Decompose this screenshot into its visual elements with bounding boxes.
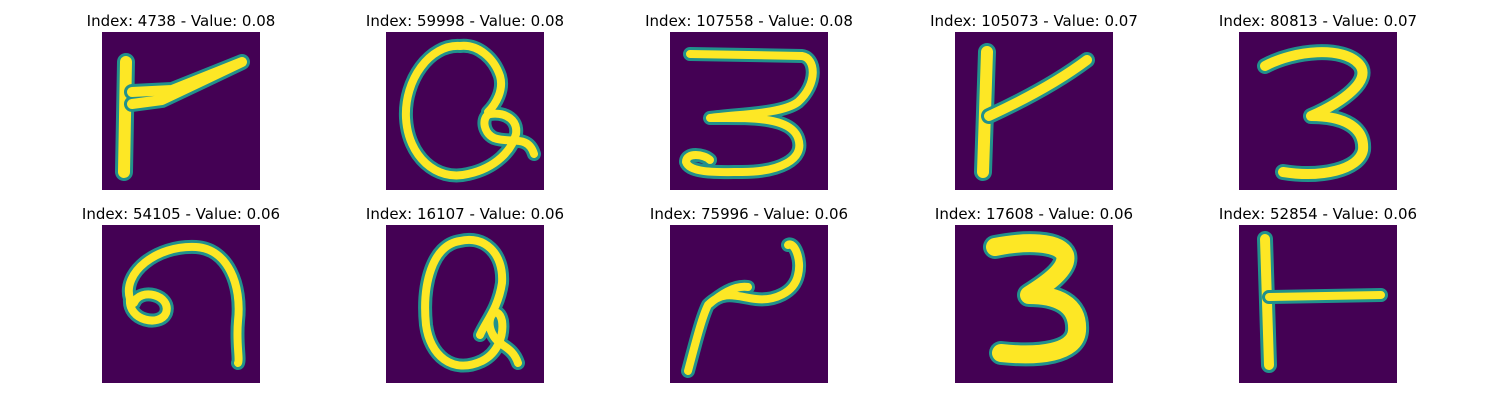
- panel-title: Index: 54105 - Value: 0.06: [81, 205, 281, 223]
- digit-image: [102, 225, 260, 383]
- digit-image: [1239, 225, 1397, 383]
- digit-image: [955, 32, 1113, 190]
- panel-title: Index: 52854 - Value: 0.06: [1218, 205, 1418, 223]
- glyph-tilde: [681, 237, 806, 378]
- glyph-hook: [121, 239, 246, 370]
- digit-image: [386, 225, 544, 383]
- panel-8: Index: 75996 - Value: 0.06: [619, 204, 879, 394]
- glyph-t-side: [1257, 231, 1388, 373]
- panel-title: Index: 17608 - Value: 0.06: [934, 205, 1134, 223]
- panel-1: Index: 4738 - Value: 0.08: [51, 11, 311, 201]
- panel-title: Index: 16107 - Value: 0.06: [365, 205, 565, 223]
- panel-title: Index: 4738 - Value: 0.08: [86, 12, 276, 30]
- glyph-loop-q: [418, 232, 525, 373]
- digit-image: [955, 225, 1113, 383]
- panel-5: Index: 80813 - Value: 0.07: [1188, 11, 1448, 201]
- glyph-three-flat: [679, 47, 820, 180]
- glyph-flag: [115, 53, 250, 181]
- digit-image: [386, 32, 544, 190]
- glyph-loop-q: [398, 38, 541, 183]
- panel-title: Index: 105073 - Value: 0.07: [930, 12, 1138, 30]
- panel-10: Index: 52854 - Value: 0.06: [1188, 204, 1448, 394]
- digit-image: [670, 32, 828, 190]
- panel-6: Index: 54105 - Value: 0.06: [51, 204, 311, 394]
- digit-image: [1239, 32, 1397, 190]
- panel-title: Index: 75996 - Value: 0.06: [649, 205, 849, 223]
- panel-title: Index: 59998 - Value: 0.08: [365, 12, 565, 30]
- glyph-k-stroke: [974, 43, 1095, 181]
- panel-title: Index: 107558 - Value: 0.08: [645, 12, 853, 30]
- panel-7: Index: 16107 - Value: 0.06: [335, 204, 595, 394]
- glyph-three: [1257, 44, 1372, 182]
- panel-3: Index: 107558 - Value: 0.08: [619, 11, 879, 201]
- panel-2: Index: 59998 - Value: 0.08: [335, 11, 595, 201]
- digit-image: [670, 225, 828, 383]
- digit-image: [102, 32, 260, 190]
- glyph-three-bold: [983, 231, 1089, 367]
- panel-title: Index: 80813 - Value: 0.07: [1218, 12, 1418, 30]
- panel-9: Index: 17608 - Value: 0.06: [904, 204, 1164, 394]
- panel-4: Index: 105073 - Value: 0.07: [904, 11, 1164, 201]
